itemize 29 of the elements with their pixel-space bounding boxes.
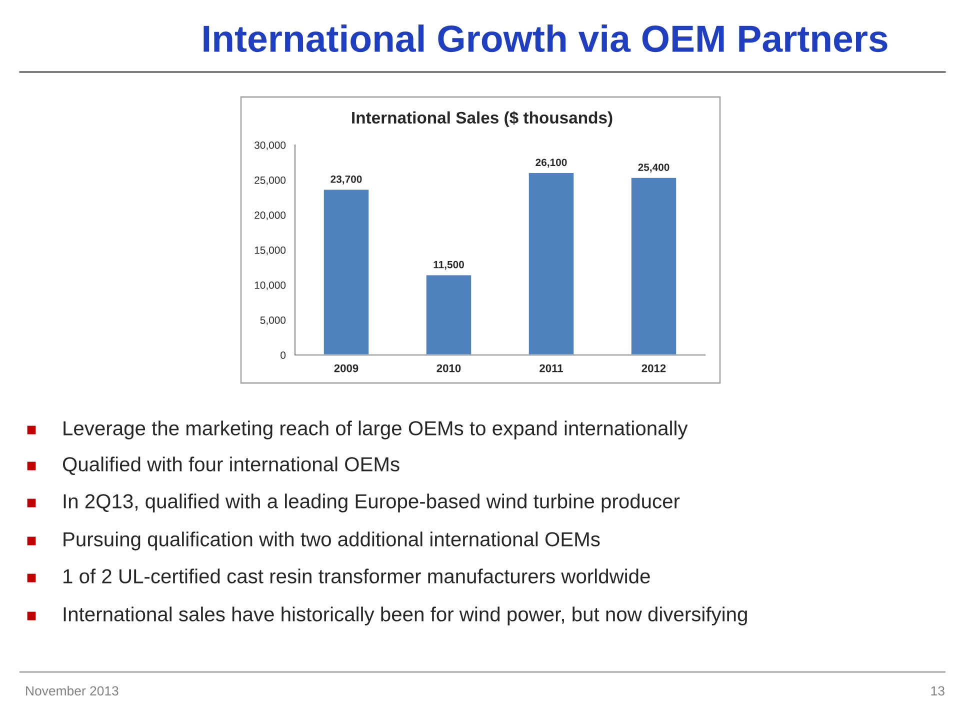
text: Pursuing qualification with two additional international OEMs — [64, 532, 600, 550]
y-tick-label: 5,000 — [260, 316, 286, 326]
data-label: 23,700 — [330, 176, 362, 184]
text: 13 — [931, 686, 944, 696]
x-tick-label: 2012 — [642, 364, 666, 372]
bar — [527, 172, 576, 355]
y-tick-label: 25,000 — [254, 176, 286, 186]
y-tick-label: 30,000 — [254, 142, 286, 150]
text: International sales have historically been for wind power, but now diversifying — [64, 606, 747, 626]
y-tick-label: 20,000 — [254, 212, 286, 220]
x-tick-label: 2010 — [436, 364, 461, 372]
y-tick-label: 10,000 — [254, 282, 286, 290]
text: Qualified with four international OEMs — [62, 456, 400, 476]
text: In 2Q13, qualified with a leading Europe-based wind turbine producer — [64, 494, 680, 512]
bar — [424, 274, 473, 355]
x-tick-label: 2009 — [334, 364, 358, 372]
chart-subtitle: International Growth via OEM Partners — [204, 24, 888, 52]
text: November 2013 — [26, 686, 118, 696]
data-label: 26,100 — [536, 158, 567, 168]
y-tick-label: 15,000 — [254, 246, 286, 256]
text: Leverage the marketing reach of large OEMs to expand internationally — [64, 420, 688, 440]
chart-title: International Sales ($ thousands) — [352, 111, 612, 127]
x-tick-label: 2011 — [540, 364, 563, 372]
bar — [322, 188, 370, 355]
data-label: 25,400 — [638, 164, 670, 172]
y-tick-label: 0 — [280, 352, 286, 359]
bar — [630, 176, 678, 355]
text: 1 of 2 UL-certified cast resin transformer manufacturers worldwide — [64, 568, 650, 584]
data-label: 11,500 — [434, 260, 464, 270]
